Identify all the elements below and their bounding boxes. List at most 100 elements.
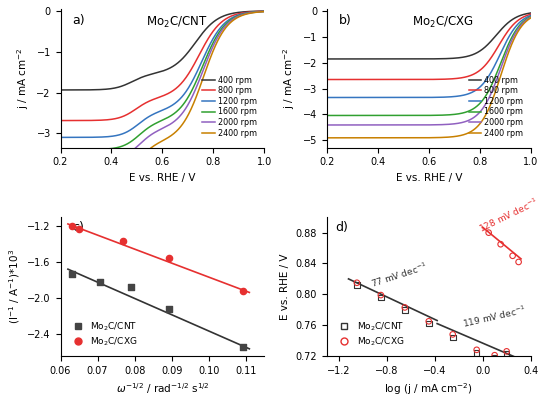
2000 rpm	[138, 141, 145, 145]
400 rpm	[527, 11, 534, 15]
2000 rpm	[452, 121, 458, 126]
Point	[75, 226, 84, 232]
1200 rpm	[527, 13, 534, 18]
2000 rpm	[527, 15, 534, 20]
2000 rpm	[204, 57, 211, 62]
Text: 128 mV dec$^{-1}$: 128 mV dec$^{-1}$	[477, 195, 541, 235]
2400 rpm	[57, 173, 64, 177]
400 rpm	[348, 57, 355, 61]
Text: Mo$_2$C/CXG: Mo$_2$C/CXG	[412, 15, 474, 29]
Line: 2000 rpm: 2000 rpm	[327, 17, 531, 125]
Point	[448, 331, 457, 338]
1600 rpm	[204, 52, 211, 57]
Line: 1200 rpm: 1200 rpm	[327, 15, 531, 97]
1600 rpm	[185, 94, 192, 99]
Y-axis label: (I$^{-1}$ / A$^{-1}$)*10$^{3}$: (I$^{-1}$ / A$^{-1}$)*10$^{3}$	[7, 249, 22, 324]
1600 rpm	[348, 113, 355, 118]
800 rpm	[472, 71, 478, 76]
1600 rpm	[452, 112, 458, 117]
1200 rpm	[124, 130, 130, 135]
2400 rpm	[323, 135, 330, 140]
400 rpm	[82, 88, 89, 93]
Line: 400 rpm: 400 rpm	[60, 11, 264, 90]
800 rpm	[471, 72, 477, 76]
2400 rpm	[205, 60, 212, 65]
2000 rpm	[261, 9, 267, 14]
Line: 1600 rpm: 1600 rpm	[60, 11, 264, 149]
Point	[425, 320, 433, 327]
Line: 2400 rpm: 2400 rpm	[327, 18, 531, 138]
1600 rpm	[471, 106, 477, 111]
800 rpm	[57, 118, 64, 123]
Point	[496, 241, 505, 248]
2400 rpm	[452, 134, 458, 139]
800 rpm	[138, 103, 145, 108]
2000 rpm	[82, 157, 89, 162]
Point	[119, 238, 128, 245]
X-axis label: E vs. RHE / V: E vs. RHE / V	[395, 173, 462, 183]
Point	[127, 284, 136, 290]
2000 rpm	[471, 115, 477, 120]
400 rpm	[404, 57, 411, 61]
1600 rpm	[205, 50, 212, 55]
Text: d): d)	[335, 221, 348, 234]
Point	[490, 352, 499, 358]
800 rpm	[82, 118, 89, 123]
1600 rpm	[261, 9, 267, 14]
400 rpm	[185, 49, 192, 54]
Point	[490, 354, 499, 361]
2400 rpm	[390, 135, 397, 140]
Point	[472, 347, 481, 353]
1600 rpm	[323, 113, 330, 118]
1600 rpm	[124, 142, 130, 147]
1200 rpm	[185, 85, 192, 90]
400 rpm	[323, 57, 330, 61]
Legend: 400 rpm, 800 rpm, 1200 rpm, 1600 rpm, 2000 rpm, 2400 rpm: 400 rpm, 800 rpm, 1200 rpm, 1600 rpm, 20…	[199, 72, 260, 141]
Line: 400 rpm: 400 rpm	[327, 13, 531, 59]
Point	[502, 350, 511, 357]
Point	[239, 344, 248, 350]
400 rpm	[57, 88, 64, 93]
Point	[165, 305, 174, 312]
Text: b): b)	[339, 15, 352, 27]
400 rpm	[204, 25, 211, 30]
1200 rpm	[261, 9, 267, 14]
2000 rpm	[348, 122, 355, 127]
Point	[400, 304, 409, 311]
2400 rpm	[204, 63, 211, 68]
1200 rpm	[472, 88, 478, 93]
2000 rpm	[472, 114, 478, 119]
Line: 800 rpm: 800 rpm	[60, 11, 264, 120]
2400 rpm	[261, 9, 267, 14]
Point	[448, 334, 457, 341]
Point	[484, 229, 493, 236]
400 rpm	[261, 8, 267, 13]
Text: 119 mV dec$^{-1}$: 119 mV dec$^{-1}$	[461, 303, 527, 330]
Line: 2400 rpm: 2400 rpm	[60, 12, 264, 175]
800 rpm	[390, 77, 397, 82]
Point	[400, 307, 409, 313]
2400 rpm	[471, 127, 477, 132]
2400 rpm	[124, 167, 130, 172]
800 rpm	[452, 76, 458, 81]
Y-axis label: j / mA cm$^{-2}$: j / mA cm$^{-2}$	[15, 48, 31, 109]
Legend: Mo$_2$C/CNT, Mo$_2$C/CXG: Mo$_2$C/CNT, Mo$_2$C/CXG	[65, 316, 141, 351]
Line: 2000 rpm: 2000 rpm	[60, 11, 264, 160]
Point	[239, 287, 248, 294]
800 rpm	[185, 71, 192, 76]
Line: 800 rpm: 800 rpm	[327, 14, 531, 80]
2000 rpm	[57, 158, 64, 162]
Point	[68, 270, 77, 277]
Point	[502, 348, 511, 355]
400 rpm	[472, 51, 478, 56]
1200 rpm	[138, 120, 145, 124]
1200 rpm	[82, 135, 89, 140]
1600 rpm	[472, 105, 478, 110]
Point	[353, 280, 361, 286]
Y-axis label: E vs. RHE / V: E vs. RHE / V	[280, 253, 290, 320]
Line: 1600 rpm: 1600 rpm	[327, 17, 531, 116]
800 rpm	[527, 12, 534, 17]
Y-axis label: j / mA cm$^{-2}$: j / mA cm$^{-2}$	[282, 48, 298, 109]
Text: 77 mV dec$^{-1}$: 77 mV dec$^{-1}$	[369, 260, 429, 290]
1600 rpm	[527, 14, 534, 19]
